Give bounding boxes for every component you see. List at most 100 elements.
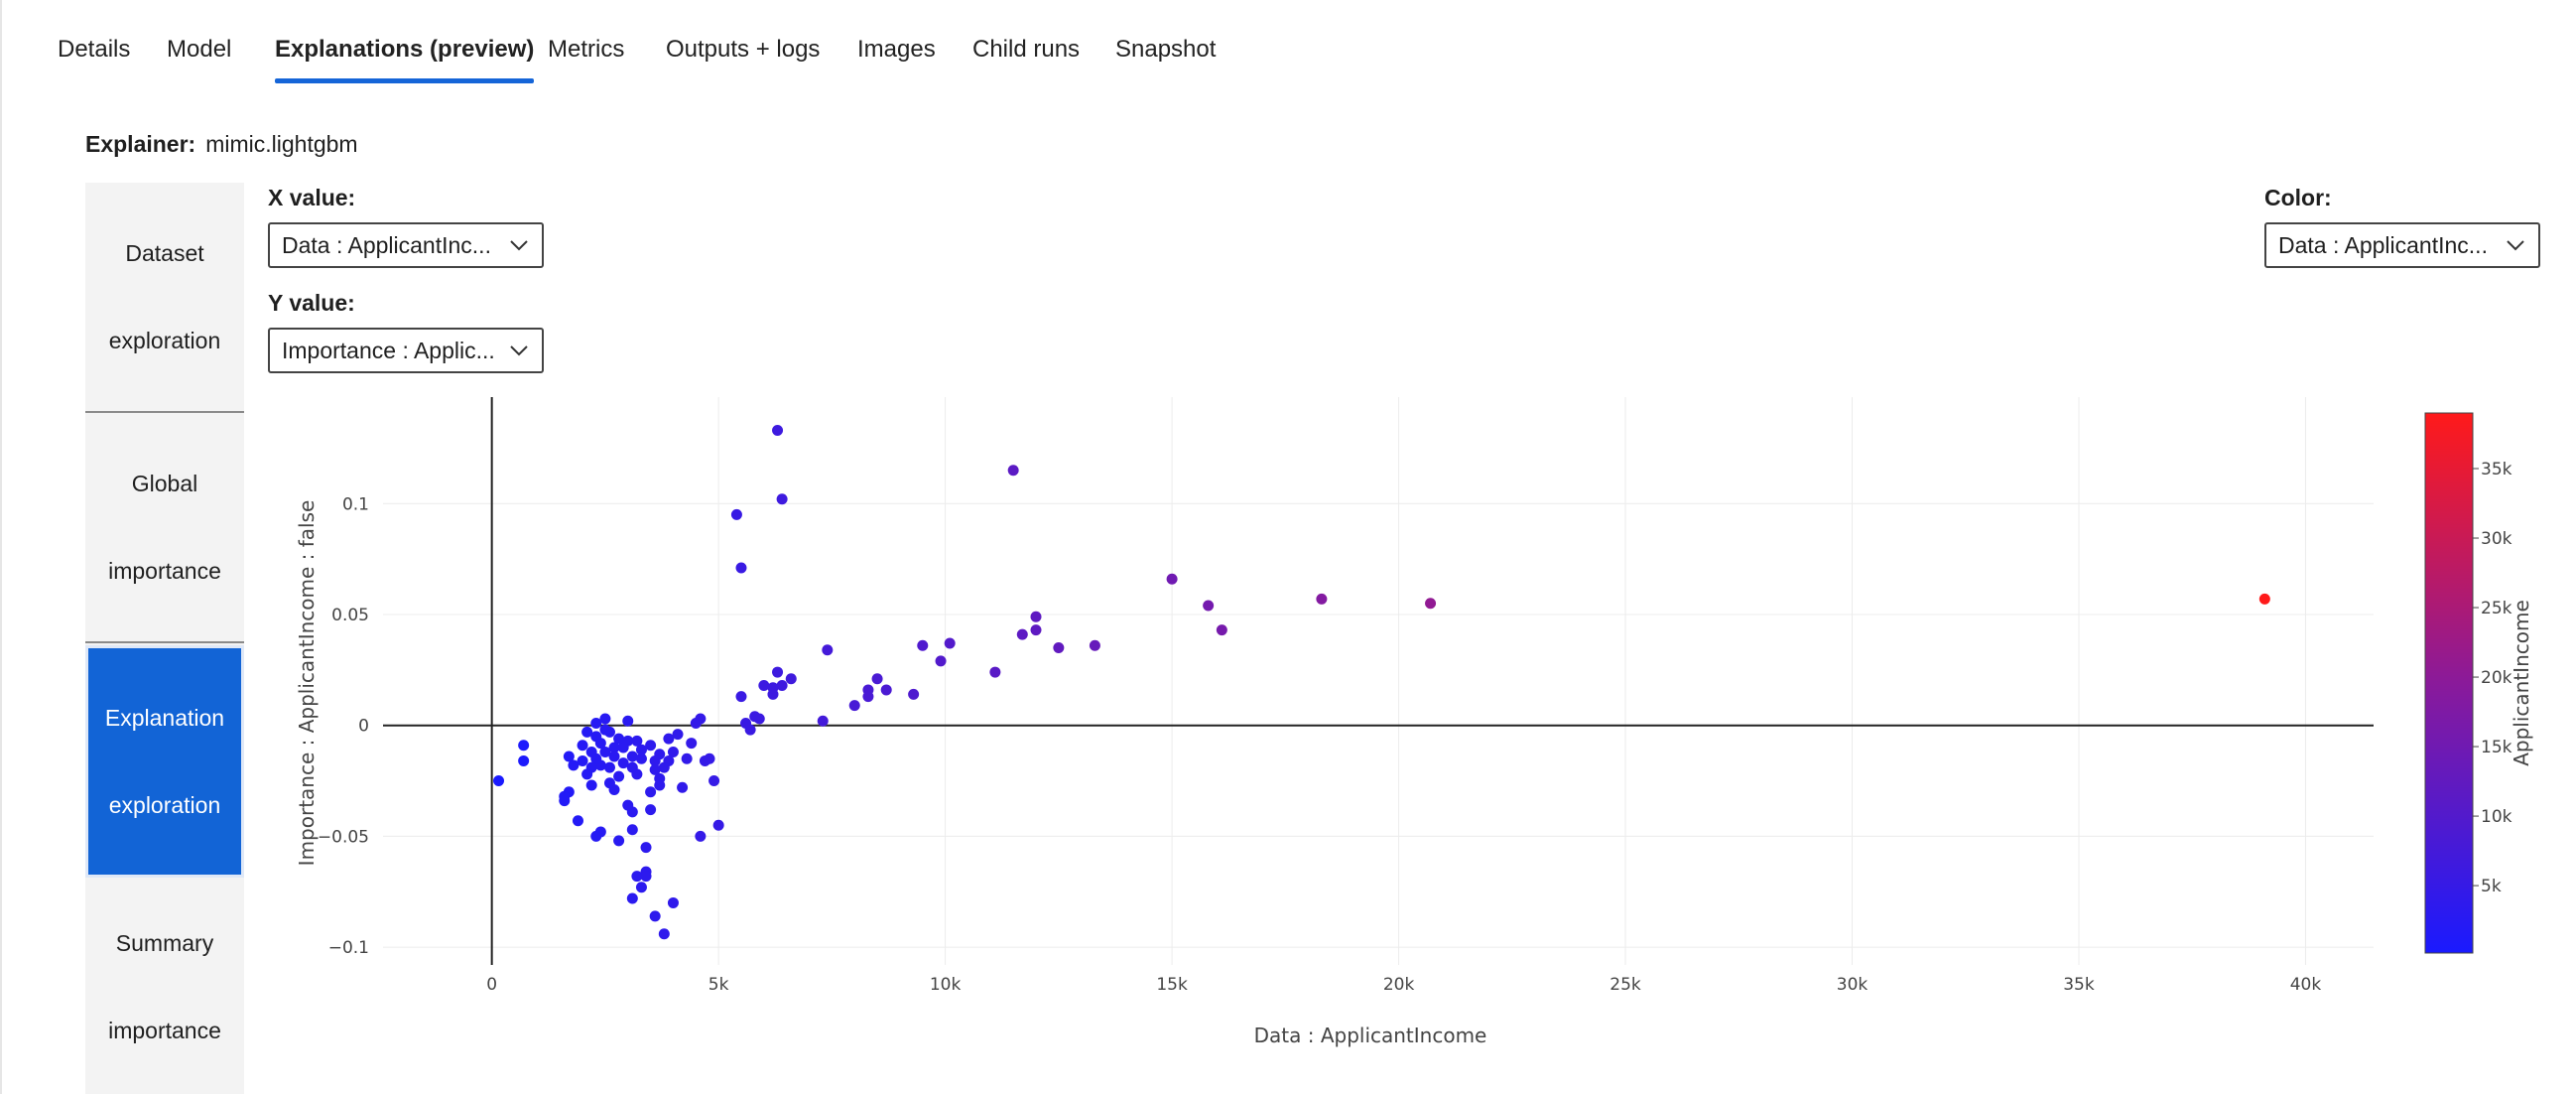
data-point[interactable]	[908, 688, 920, 700]
data-point[interactable]	[1216, 624, 1227, 636]
data-point[interactable]	[577, 740, 588, 752]
data-point[interactable]	[776, 679, 788, 691]
data-point[interactable]	[649, 763, 661, 775]
data-point[interactable]	[613, 733, 625, 745]
data-point[interactable]	[935, 655, 947, 667]
data-point[interactable]	[631, 871, 643, 883]
nav-dataset-exploration[interactable]: Dataset exploration	[85, 183, 244, 411]
data-point[interactable]	[645, 740, 657, 752]
data-point[interactable]	[730, 508, 742, 520]
data-point[interactable]	[1030, 611, 1042, 622]
data-point[interactable]	[622, 799, 634, 811]
data-point[interactable]	[735, 691, 747, 703]
data-point[interactable]	[649, 910, 661, 922]
data-point[interactable]	[1016, 628, 1028, 640]
data-point[interactable]	[577, 754, 588, 766]
data-point[interactable]	[677, 781, 689, 793]
data-point[interactable]	[590, 830, 602, 842]
tab-snapshot[interactable]: Snapshot	[1115, 36, 1217, 63]
data-point[interactable]	[617, 757, 629, 769]
data-point[interactable]	[626, 824, 638, 836]
data-point[interactable]	[686, 738, 698, 750]
data-point[interactable]	[640, 871, 652, 883]
data-point[interactable]	[880, 684, 892, 696]
data-point[interactable]	[626, 761, 638, 773]
data-point[interactable]	[626, 751, 638, 762]
data-point[interactable]	[631, 735, 643, 747]
data-point[interactable]	[645, 786, 657, 798]
data-point[interactable]	[493, 775, 505, 787]
data-point[interactable]	[2258, 593, 2270, 605]
nav-global-importance[interactable]: Global importance	[85, 413, 244, 641]
tab-child-runs[interactable]: Child runs	[972, 36, 1081, 63]
data-point[interactable]	[735, 562, 747, 574]
tab-explanations[interactable]: Explanations (preview)	[275, 28, 535, 83]
data-point[interactable]	[640, 842, 652, 854]
data-point[interactable]	[581, 768, 593, 780]
data-point[interactable]	[758, 679, 770, 691]
data-point[interactable]	[695, 830, 707, 842]
data-point[interactable]	[667, 747, 679, 757]
tab-images[interactable]: Images	[857, 36, 936, 63]
data-point[interactable]	[622, 715, 634, 727]
color-dropdown[interactable]: Data : ApplicantInc...	[2264, 222, 2540, 268]
data-point[interactable]	[1030, 624, 1042, 636]
data-point[interactable]	[568, 759, 580, 771]
nav-summary-importance[interactable]: Summary importance	[85, 880, 244, 1094]
data-point[interactable]	[848, 700, 860, 712]
data-point[interactable]	[822, 644, 834, 656]
data-point[interactable]	[699, 754, 710, 766]
data-point[interactable]	[518, 754, 530, 766]
data-point[interactable]	[785, 673, 797, 685]
data-point[interactable]	[590, 717, 602, 729]
data-point[interactable]	[772, 425, 784, 437]
data-point[interactable]	[599, 724, 611, 736]
data-point[interactable]	[753, 713, 765, 725]
data-point[interactable]	[658, 761, 670, 773]
tab-metrics[interactable]: Metrics	[548, 36, 625, 63]
data-point[interactable]	[599, 713, 611, 725]
data-point[interactable]	[672, 729, 684, 741]
data-point[interactable]	[572, 815, 583, 827]
data-point[interactable]	[608, 742, 620, 753]
data-point[interactable]	[1203, 600, 1215, 612]
data-point[interactable]	[603, 761, 615, 773]
data-point[interactable]	[862, 691, 874, 703]
data-point[interactable]	[608, 751, 620, 762]
data-point[interactable]	[989, 666, 1001, 678]
data-point[interactable]	[871, 673, 883, 685]
data-point[interactable]	[740, 717, 752, 729]
data-point[interactable]	[944, 637, 956, 649]
data-point[interactable]	[649, 754, 661, 766]
data-point[interactable]	[585, 779, 597, 791]
data-point[interactable]	[667, 896, 679, 908]
data-point[interactable]	[559, 790, 571, 802]
data-point[interactable]	[585, 747, 597, 757]
data-point[interactable]	[563, 751, 575, 762]
data-point[interactable]	[663, 733, 675, 745]
x-value-dropdown[interactable]: Data : ApplicantInc...	[268, 222, 544, 268]
data-point[interactable]	[712, 819, 724, 831]
y-value-dropdown[interactable]: Importance : Applic...	[268, 328, 544, 373]
data-point[interactable]	[708, 775, 720, 787]
tab-outputs-logs[interactable]: Outputs + logs	[666, 36, 821, 63]
data-point[interactable]	[617, 742, 629, 753]
data-point[interactable]	[581, 726, 593, 738]
data-point[interactable]	[645, 804, 657, 816]
data-point[interactable]	[635, 882, 647, 893]
data-point[interactable]	[767, 682, 779, 694]
data-point[interactable]	[1166, 573, 1178, 585]
tab-details[interactable]: Details	[58, 36, 131, 63]
data-point[interactable]	[1007, 465, 1019, 477]
data-point[interactable]	[817, 715, 829, 727]
data-point[interactable]	[1089, 639, 1100, 651]
data-point[interactable]	[613, 835, 625, 847]
data-point[interactable]	[772, 666, 784, 678]
data-point[interactable]	[635, 744, 647, 755]
data-point[interactable]	[654, 772, 666, 784]
data-point[interactable]	[635, 752, 647, 764]
data-point[interactable]	[626, 892, 638, 904]
tab-model[interactable]: Model	[167, 36, 232, 63]
data-point[interactable]	[690, 717, 702, 729]
nav-explanation-exploration[interactable]: Explanation exploration	[85, 645, 244, 878]
